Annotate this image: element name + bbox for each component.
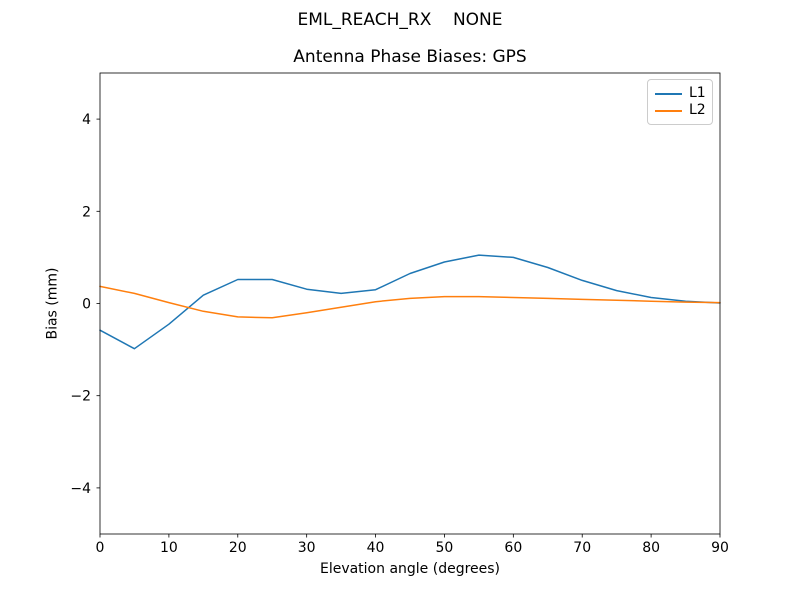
legend-item-l1: L1 bbox=[655, 85, 712, 102]
figure-title: EML_REACH_RX NONE bbox=[297, 10, 503, 30]
svg-text:30: 30 bbox=[298, 540, 316, 556]
svg-text:−2: −2 bbox=[70, 389, 91, 405]
svg-text:70: 70 bbox=[573, 540, 591, 556]
svg-text:4: 4 bbox=[82, 112, 91, 128]
x-axis-label: Elevation angle (degrees) bbox=[319, 561, 501, 577]
svg-text:80: 80 bbox=[642, 540, 660, 556]
l1-line-swatch bbox=[655, 92, 682, 95]
y-axis-label: Bias (mm) bbox=[44, 267, 61, 340]
svg-text:60: 60 bbox=[504, 540, 522, 556]
svg-text:50: 50 bbox=[436, 540, 454, 556]
legend-label-l2: L2 bbox=[689, 102, 706, 118]
l2-line-swatch bbox=[655, 109, 682, 112]
svg-text:−4: −4 bbox=[70, 481, 91, 497]
svg-text:0: 0 bbox=[82, 297, 91, 313]
legend: L1 L2 bbox=[647, 79, 713, 125]
legend-label-l1: L1 bbox=[689, 85, 706, 101]
svg-text:0: 0 bbox=[96, 540, 105, 556]
svg-text:2: 2 bbox=[82, 204, 91, 220]
svg-text:90: 90 bbox=[711, 540, 729, 556]
svg-text:40: 40 bbox=[367, 540, 385, 556]
svg-text:10: 10 bbox=[160, 540, 178, 556]
chart-title: Antenna Phase Biases: GPS bbox=[293, 47, 527, 67]
svg-text:20: 20 bbox=[229, 540, 247, 556]
legend-item-l2: L2 bbox=[655, 102, 712, 119]
